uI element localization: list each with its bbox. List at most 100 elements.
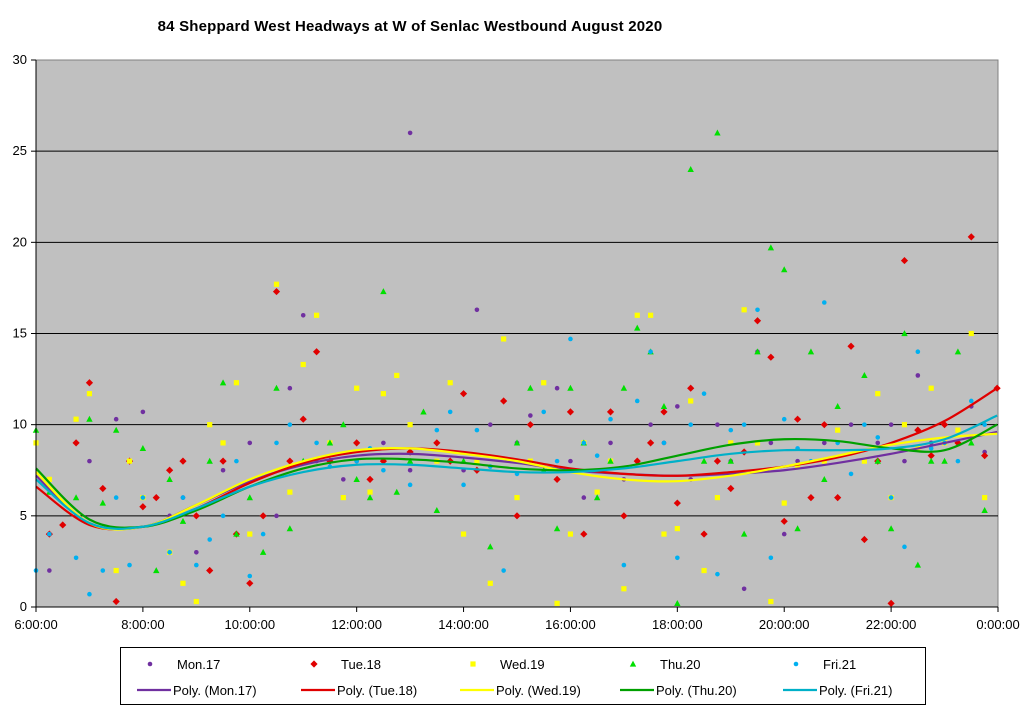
- data-point: [247, 440, 253, 446]
- legend-item-trend-3: Poly. (Thu.20): [618, 677, 737, 703]
- data-point: [754, 348, 761, 355]
- data-point: [340, 421, 347, 428]
- data-point: [513, 512, 521, 520]
- data-point: [781, 266, 788, 273]
- data-point: [660, 403, 668, 410]
- data-point: [860, 535, 868, 544]
- x-tick-label: 10:00:00: [224, 617, 275, 632]
- data-point: [341, 477, 346, 482]
- data-point: [474, 307, 480, 313]
- data-point: [580, 530, 588, 538]
- data-point: [820, 421, 828, 429]
- x-tick-label: 6:00:00: [14, 617, 57, 632]
- data-point: [687, 166, 694, 172]
- data-point: [781, 416, 787, 422]
- data-point: [715, 571, 720, 577]
- data-point: [326, 439, 334, 446]
- data-point: [300, 361, 306, 368]
- data-point: [728, 440, 734, 446]
- data-point: [274, 513, 279, 519]
- data-point: [87, 591, 92, 597]
- data-point: [246, 494, 253, 501]
- legend-marker-row: Mon.17 Tue.18 Wed.19 Thu.20 Fri.21: [121, 651, 925, 677]
- data-point: [528, 413, 533, 418]
- data-point: [673, 499, 681, 507]
- data-point: [381, 440, 386, 446]
- trendline-poly-thu-20: [35, 423, 998, 529]
- trendline-poly-wed-19: [35, 432, 998, 531]
- legend-marker: [470, 661, 476, 667]
- data-point: [901, 422, 908, 428]
- y-tick-label: 25: [13, 143, 27, 158]
- data-point: [568, 336, 573, 342]
- data-point: [434, 427, 440, 433]
- data-point: [354, 385, 360, 391]
- trendline-poly-fri-21: [35, 414, 998, 530]
- x-tick-label: 22:00:00: [866, 617, 917, 632]
- legend-item-trend-0: Poly. (Mon.17): [135, 677, 257, 703]
- data-point: [902, 458, 907, 464]
- data-point: [514, 495, 520, 501]
- chart-title: 84 Sheppard West Headways at W of Senlac…: [157, 18, 663, 35]
- data-point: [982, 495, 988, 501]
- data-point: [260, 531, 266, 537]
- legend-label: Poly. (Wed.19): [496, 682, 581, 698]
- data-point: [366, 494, 374, 501]
- data-point: [554, 458, 560, 464]
- axes: 0 5 10 15 20 25 30 6:00:00 8:00:00 10:00:00 12:00:…: [13, 52, 1020, 632]
- legend-item-mon-17: Mon.17: [135, 651, 220, 677]
- y-tick-label: 30: [13, 52, 27, 67]
- data-point: [768, 440, 774, 446]
- data-point: [340, 495, 346, 501]
- data-point: [113, 567, 119, 574]
- data-point: [954, 439, 962, 447]
- data-point: [954, 348, 962, 355]
- data-point: [207, 537, 212, 542]
- data-point: [701, 391, 707, 396]
- legend-label: Fri.21: [823, 656, 857, 672]
- data-point: [902, 544, 907, 550]
- data-point: [607, 457, 614, 464]
- data-point: [219, 379, 227, 386]
- data-point: [862, 422, 867, 427]
- data-point: [822, 300, 827, 305]
- data-point: [287, 489, 293, 495]
- data-point: [714, 495, 721, 501]
- data-point: [675, 555, 680, 561]
- data-point: [273, 384, 280, 391]
- x-tick-label: 0:00:00: [976, 617, 1019, 632]
- data-point: [915, 349, 921, 355]
- data-point: [487, 543, 494, 550]
- data-point: [273, 281, 280, 287]
- data-point: [887, 525, 895, 532]
- data-point: [300, 312, 306, 318]
- legend-marker-swatch: [147, 661, 153, 667]
- data-point: [700, 530, 708, 538]
- data-point: [501, 336, 507, 342]
- data-point: [207, 422, 213, 428]
- data-point: [312, 348, 321, 356]
- data-point: [259, 548, 267, 555]
- data-point: [139, 503, 147, 511]
- data-point: [674, 599, 681, 606]
- data-point: [727, 484, 735, 493]
- data-point: [620, 512, 628, 520]
- data-point: [166, 466, 174, 474]
- data-point: [648, 349, 653, 355]
- legend-line-swatch: [137, 688, 171, 692]
- data-point: [753, 317, 762, 325]
- data-point: [634, 312, 640, 318]
- data-point: [47, 531, 52, 537]
- data-point: [447, 409, 453, 415]
- x-tick-label: 12:00:00: [331, 617, 382, 632]
- data-point: [621, 586, 627, 592]
- data-point: [233, 380, 240, 386]
- data-point: [314, 440, 319, 446]
- data-point: [113, 416, 119, 422]
- data-point: [99, 499, 107, 506]
- data-point: [928, 385, 934, 391]
- data-point: [713, 457, 722, 465]
- data-point: [126, 458, 133, 464]
- legend-label: Poly. (Thu.20): [656, 682, 737, 698]
- data-point: [688, 398, 694, 404]
